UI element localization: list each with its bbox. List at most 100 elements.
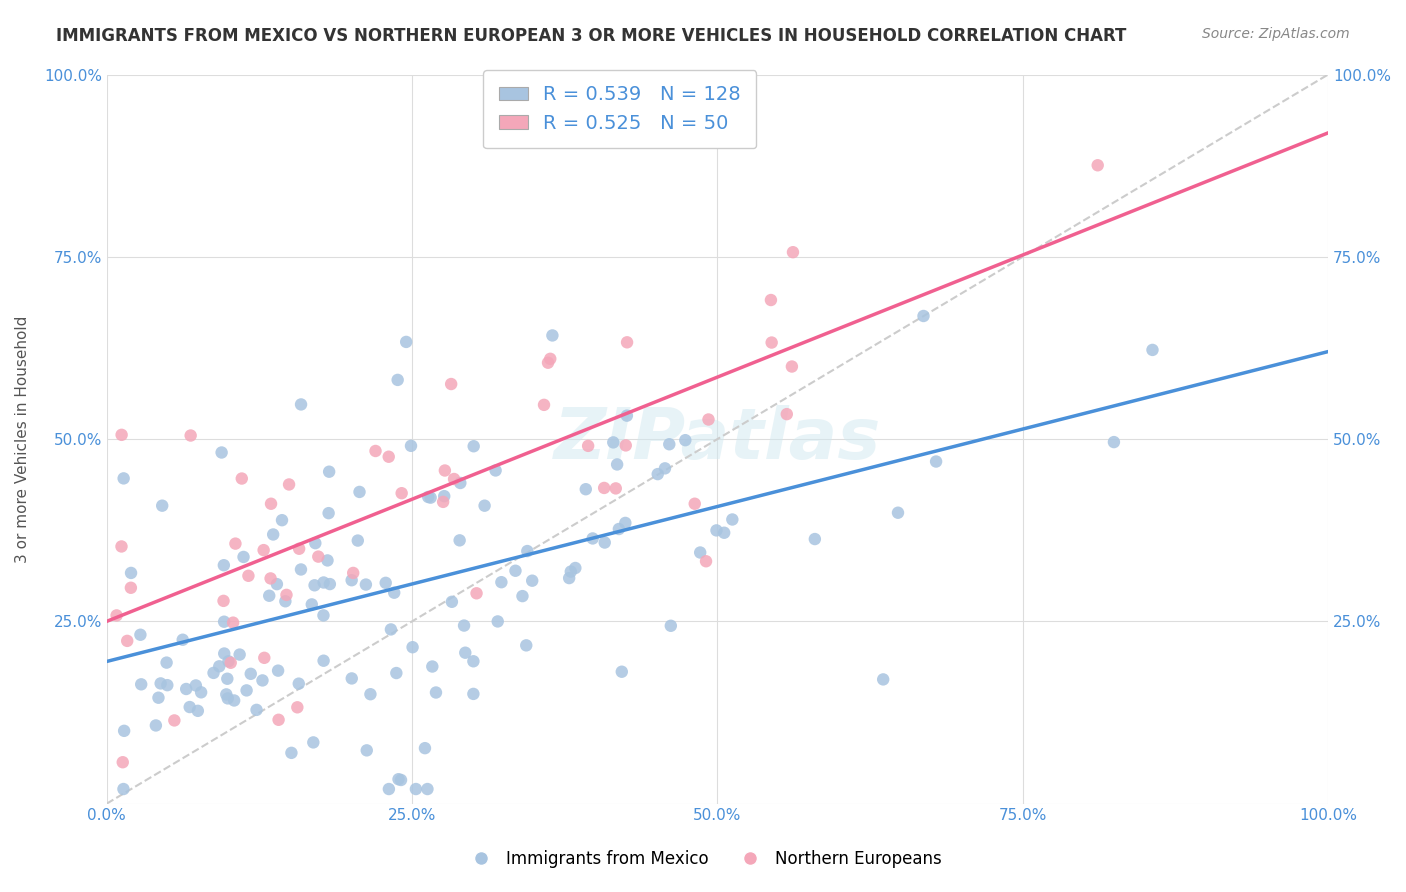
Immigrants from Mexico (401, 640, 423, 655)
Immigrants from Mexico (224, 693, 246, 707)
Northern Europeans (780, 359, 803, 374)
Immigrants from Mexico (484, 463, 506, 477)
Immigrants from Mexico (491, 575, 513, 590)
Immigrants from Mexico (395, 334, 418, 349)
Immigrants from Mexico (505, 564, 527, 578)
Immigrants from Mexico (541, 328, 564, 343)
Immigrants from Mexico (872, 673, 894, 687)
Immigrants from Mexico (433, 489, 456, 503)
Northern Europeans (616, 335, 638, 350)
Immigrants from Mexico (304, 578, 326, 592)
Immigrants from Mexico (419, 491, 441, 505)
Immigrants from Mexico (129, 677, 152, 691)
Northern Europeans (238, 568, 260, 582)
Immigrants from Mexico (658, 437, 681, 451)
Immigrants from Mexico (440, 595, 463, 609)
Legend: Immigrants from Mexico, Northern Europeans: Immigrants from Mexico, Northern Europea… (457, 844, 949, 875)
Immigrants from Mexico (232, 549, 254, 564)
Northern Europeans (278, 477, 301, 491)
Immigrants from Mexico (262, 527, 284, 541)
Northern Europeans (391, 486, 413, 500)
Immigrants from Mexico (582, 532, 605, 546)
Northern Europeans (259, 571, 281, 585)
Immigrants from Mexico (280, 746, 302, 760)
Immigrants from Mexico (418, 490, 440, 504)
Northern Europeans (695, 554, 717, 568)
Immigrants from Mexico (312, 654, 335, 668)
Northern Europeans (180, 428, 202, 442)
Immigrants from Mexico (239, 666, 262, 681)
Northern Europeans (285, 700, 308, 714)
Northern Europeans (364, 444, 387, 458)
Northern Europeans (342, 566, 364, 580)
Northern Europeans (231, 471, 253, 485)
Immigrants from Mexico (346, 533, 368, 548)
Immigrants from Mexico (271, 513, 294, 527)
Immigrants from Mexico (486, 615, 509, 629)
Northern Europeans (276, 588, 298, 602)
Immigrants from Mexico (184, 678, 207, 692)
Immigrants from Mexico (673, 433, 696, 447)
Northern Europeans (288, 541, 311, 556)
Immigrants from Mexico (150, 499, 173, 513)
Immigrants from Mexico (659, 619, 682, 633)
Northern Europeans (212, 594, 235, 608)
Text: ZIPatlas: ZIPatlas (554, 405, 882, 474)
Northern Europeans (433, 463, 456, 477)
Immigrants from Mexico (416, 782, 439, 797)
Northern Europeans (776, 407, 799, 421)
Northern Europeans (576, 439, 599, 453)
Immigrants from Mexico (425, 685, 447, 699)
Immigrants from Mexico (212, 558, 235, 573)
Immigrants from Mexico (387, 772, 409, 787)
Northern Europeans (219, 656, 242, 670)
Immigrants from Mexico (804, 532, 827, 546)
Immigrants from Mexico (155, 656, 177, 670)
Northern Europeans (538, 351, 561, 366)
Immigrants from Mexico (399, 439, 422, 453)
Immigrants from Mexico (290, 562, 312, 576)
Immigrants from Mexico (610, 665, 633, 679)
Immigrants from Mexico (129, 628, 152, 642)
Immigrants from Mexico (413, 741, 436, 756)
Immigrants from Mexico (887, 506, 910, 520)
Immigrants from Mexico (312, 608, 335, 623)
Immigrants from Mexico (179, 700, 201, 714)
Immigrants from Mexico (689, 545, 711, 559)
Text: Source: ZipAtlas.com: Source: ZipAtlas.com (1202, 27, 1350, 41)
Immigrants from Mexico (112, 723, 135, 738)
Northern Europeans (260, 497, 283, 511)
Northern Europeans (377, 450, 399, 464)
Northern Europeans (222, 615, 245, 630)
Immigrants from Mexico (174, 681, 197, 696)
Immigrants from Mexico (382, 585, 405, 599)
Immigrants from Mexico (721, 512, 744, 526)
Northern Europeans (307, 549, 329, 564)
Immigrants from Mexico (575, 482, 598, 496)
Immigrants from Mexico (463, 687, 485, 701)
Immigrants from Mexico (112, 782, 135, 797)
Immigrants from Mexico (148, 690, 170, 705)
Northern Europeans (111, 756, 134, 770)
Northern Europeans (163, 714, 186, 728)
Immigrants from Mexico (318, 506, 340, 520)
Immigrants from Mexico (318, 465, 340, 479)
Immigrants from Mexico (228, 648, 250, 662)
Immigrants from Mexico (912, 309, 935, 323)
Immigrants from Mexico (387, 373, 409, 387)
Immigrants from Mexico (405, 782, 427, 797)
Text: IMMIGRANTS FROM MEXICO VS NORTHERN EUROPEAN 3 OR MORE VEHICLES IN HOUSEHOLD CORR: IMMIGRANTS FROM MEXICO VS NORTHERN EUROP… (56, 27, 1126, 45)
Immigrants from Mexico (593, 535, 616, 549)
Northern Europeans (1087, 158, 1109, 172)
Northern Europeans (105, 608, 128, 623)
Immigrants from Mexico (290, 397, 312, 411)
Immigrants from Mexico (380, 623, 402, 637)
Immigrants from Mexico (156, 678, 179, 692)
Immigrants from Mexico (187, 704, 209, 718)
Immigrants from Mexico (212, 615, 235, 629)
Immigrants from Mexico (560, 565, 582, 579)
Northern Europeans (761, 335, 783, 350)
Immigrants from Mexico (385, 666, 408, 681)
Immigrants from Mexico (512, 589, 534, 603)
Immigrants from Mexico (463, 439, 485, 453)
